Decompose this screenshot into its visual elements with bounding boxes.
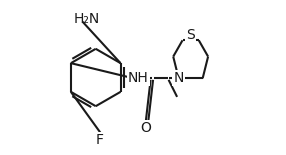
Text: O: O <box>140 121 151 135</box>
Text: N: N <box>174 71 184 85</box>
Text: H₂N: H₂N <box>74 12 100 26</box>
Text: NH: NH <box>128 71 148 85</box>
Text: S: S <box>186 28 195 42</box>
Text: F: F <box>96 133 104 147</box>
